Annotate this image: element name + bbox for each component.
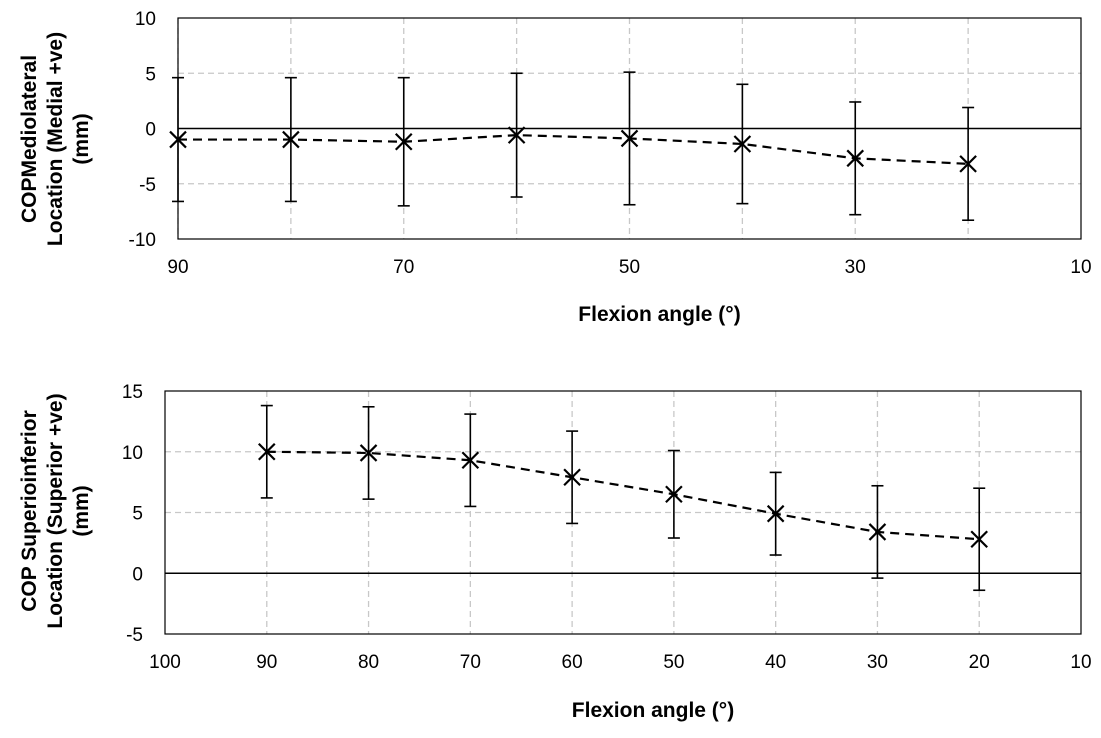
- data-point-marker: [733, 135, 752, 153]
- y-axis-title-line: (mm): [70, 485, 93, 536]
- x-tick-label: 70: [393, 257, 414, 278]
- data-point-marker: [665, 485, 683, 504]
- y-axis-title-line: COPMediolateral: [18, 55, 41, 223]
- y-tick-label: 10: [122, 443, 143, 464]
- marker-stroke: [620, 129, 639, 148]
- y-tick-label: 5: [132, 504, 143, 525]
- x-tick-label: 40: [765, 652, 786, 673]
- y-tick-label: -5: [126, 625, 143, 646]
- marker-stroke: [868, 523, 887, 541]
- y-axis-title-line: Location (Superior +ve): [44, 393, 67, 628]
- x-tick-label: 20: [969, 652, 990, 673]
- data-point-marker: [169, 130, 187, 149]
- marker-stroke: [257, 442, 276, 461]
- marker-stroke: [169, 130, 187, 149]
- data-point-marker: [766, 504, 785, 523]
- marker-stroke: [507, 126, 526, 144]
- data-point-marker: [282, 130, 300, 149]
- marker-stroke: [461, 451, 480, 470]
- y-tick-label: 0: [132, 564, 143, 585]
- y-axis-title: COPMediolateral Location (Medial +ve) (mm): [18, 32, 93, 246]
- x-tick-label: 70: [460, 652, 481, 673]
- marker-stroke: [959, 155, 977, 173]
- data-point-marker: [507, 126, 526, 144]
- marker-stroke: [665, 485, 683, 504]
- x-tick-label: 30: [845, 257, 866, 278]
- y-tick-label: 10: [135, 9, 156, 30]
- x-tick-label: 30: [867, 652, 888, 673]
- marker-stroke: [846, 149, 865, 168]
- marker-stroke: [970, 530, 989, 549]
- y-tick-label: 0: [145, 120, 156, 141]
- y-tick-label: -10: [129, 230, 156, 251]
- y-axis-title-line: Location (Medial +ve): [44, 32, 67, 246]
- data-point-marker: [868, 523, 887, 541]
- marker-stroke: [282, 130, 300, 149]
- y-tick-label: 15: [122, 382, 143, 403]
- data-point-marker: [846, 149, 865, 168]
- marker-stroke: [359, 444, 378, 462]
- data-point-marker: [461, 451, 480, 470]
- y-axis-title: COP Superioinferior Location (Superior +v…: [18, 393, 93, 628]
- y-axis-title-line: (mm): [70, 113, 93, 164]
- plot-border: [164, 390, 1082, 635]
- x-axis-title: Flexion angle (°): [578, 303, 740, 326]
- y-axis-title-line: COP Superioinferior: [18, 410, 41, 611]
- marker-stroke: [733, 135, 752, 153]
- y-tick-label: 5: [145, 64, 156, 85]
- data-point-marker: [394, 132, 413, 151]
- data-point-marker: [959, 155, 977, 173]
- x-tick-label: 90: [256, 652, 277, 673]
- series-line: [178, 134, 969, 165]
- data-point-marker: [257, 442, 276, 461]
- marker-stroke: [563, 468, 581, 487]
- x-tick-label: 60: [562, 652, 583, 673]
- x-tick-label: 10: [1070, 257, 1091, 278]
- data-point-marker: [563, 468, 581, 487]
- data-point-marker: [970, 530, 989, 549]
- x-tick-label: 10: [1070, 652, 1091, 673]
- x-axis-title: Flexion angle (°): [572, 699, 734, 722]
- y-tick-label: -5: [139, 175, 156, 196]
- marker-stroke: [394, 132, 413, 151]
- x-tick-label: 100: [149, 652, 181, 673]
- data-point-marker: [620, 129, 639, 148]
- x-tick-label: 50: [663, 652, 684, 673]
- marker-stroke: [766, 504, 785, 523]
- x-tick-label: 50: [619, 257, 640, 278]
- data-point-marker: [359, 444, 378, 462]
- x-tick-label: 90: [167, 257, 188, 278]
- x-tick-label: 80: [358, 652, 379, 673]
